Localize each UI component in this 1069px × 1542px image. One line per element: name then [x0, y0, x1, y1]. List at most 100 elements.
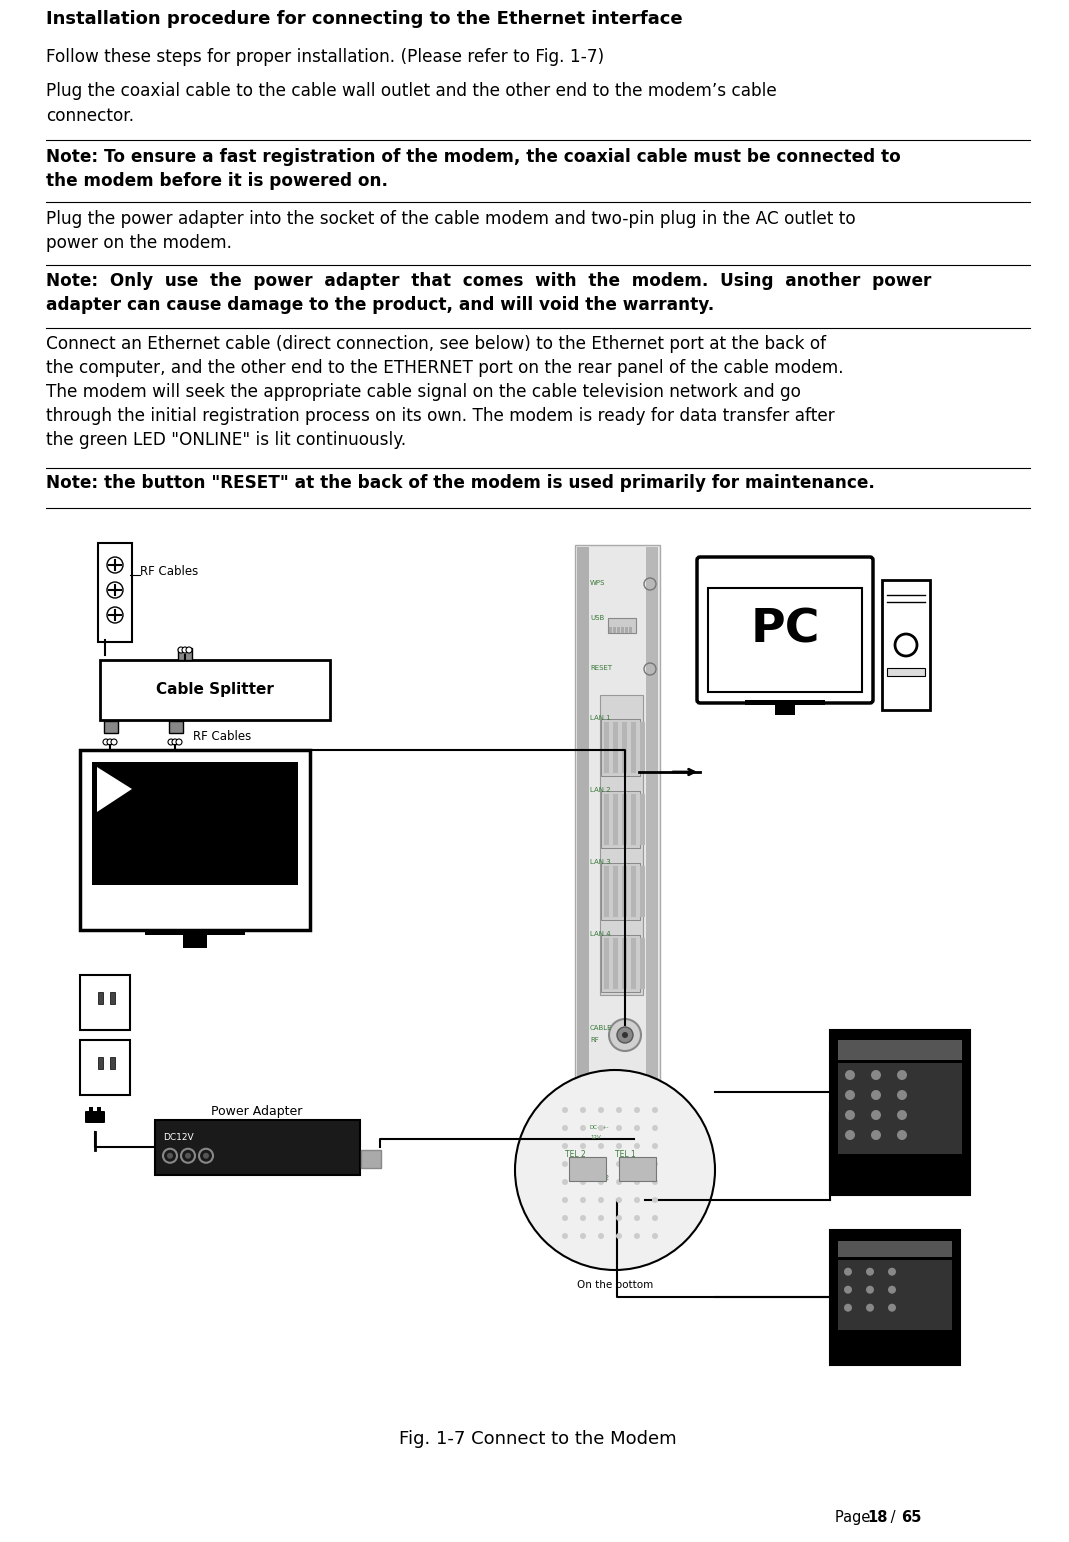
Circle shape: [580, 1180, 586, 1184]
Circle shape: [598, 1197, 604, 1203]
Bar: [613, 628, 616, 634]
Text: through the initial registration process on its own. The modem is ready for data: through the initial registration process…: [46, 407, 835, 426]
Circle shape: [871, 1090, 881, 1099]
Circle shape: [515, 1070, 715, 1271]
Bar: [98, 992, 103, 1004]
Text: Plug the power adapter into the socket of the cable modem and two-pin plug in th: Plug the power adapter into the socket o…: [46, 210, 855, 228]
Circle shape: [652, 1215, 659, 1221]
Text: Page: Page: [835, 1510, 876, 1525]
Text: RF Cables: RF Cables: [193, 729, 251, 743]
Bar: [98, 1058, 103, 1069]
Circle shape: [562, 1234, 568, 1240]
FancyBboxPatch shape: [86, 1110, 105, 1123]
Bar: [617, 628, 620, 634]
FancyBboxPatch shape: [622, 1187, 646, 1210]
Text: Installation procedure for connecting to the Ethernet interface: Installation procedure for connecting to…: [46, 9, 683, 28]
Circle shape: [580, 1234, 586, 1240]
Circle shape: [168, 739, 174, 745]
Bar: [97, 1107, 100, 1115]
Circle shape: [103, 739, 109, 745]
FancyBboxPatch shape: [80, 975, 130, 1030]
Text: WPS: WPS: [590, 580, 605, 586]
Circle shape: [634, 1143, 640, 1149]
FancyBboxPatch shape: [608, 618, 636, 634]
Bar: [631, 938, 636, 988]
Circle shape: [562, 1143, 568, 1149]
Circle shape: [580, 1107, 586, 1113]
Circle shape: [634, 1107, 640, 1113]
Circle shape: [562, 1161, 568, 1167]
Bar: [640, 867, 645, 917]
Bar: [609, 628, 611, 634]
Circle shape: [562, 1107, 568, 1113]
Text: connector.: connector.: [46, 106, 134, 125]
Bar: [640, 794, 645, 845]
FancyBboxPatch shape: [601, 791, 640, 848]
FancyBboxPatch shape: [80, 749, 310, 930]
Text: RESET: RESET: [590, 665, 613, 671]
Bar: [604, 722, 609, 773]
FancyBboxPatch shape: [179, 648, 192, 660]
Circle shape: [616, 1215, 622, 1221]
Circle shape: [845, 1070, 855, 1079]
Bar: [640, 938, 645, 988]
Bar: [708, 588, 862, 692]
Circle shape: [888, 1286, 896, 1294]
Text: 18: 18: [867, 1510, 887, 1525]
Bar: [622, 722, 628, 773]
Bar: [631, 794, 636, 845]
Circle shape: [866, 1303, 874, 1312]
FancyBboxPatch shape: [600, 695, 642, 995]
Text: Plug the coaxial cable to the cable wall outlet and the other end to the modem’s: Plug the coaxial cable to the cable wall…: [46, 82, 777, 100]
Text: TEL 1: TEL 1: [620, 1175, 639, 1181]
FancyBboxPatch shape: [697, 557, 873, 703]
Circle shape: [167, 1153, 173, 1158]
Bar: [838, 1062, 962, 1153]
Text: the computer, and the other end to the ETHERNET port on the rear panel of the ca: the computer, and the other end to the E…: [46, 359, 843, 376]
Circle shape: [598, 1161, 604, 1167]
FancyBboxPatch shape: [98, 543, 131, 641]
Text: DC12V: DC12V: [162, 1133, 193, 1143]
Bar: [92, 762, 298, 885]
Circle shape: [897, 1130, 907, 1140]
Circle shape: [182, 648, 188, 652]
Bar: [631, 722, 636, 773]
Circle shape: [845, 1286, 852, 1294]
Bar: [838, 1241, 952, 1257]
Circle shape: [652, 1161, 659, 1167]
Circle shape: [634, 1161, 640, 1167]
Bar: [613, 867, 618, 917]
Circle shape: [845, 1090, 855, 1099]
Circle shape: [634, 1126, 640, 1130]
Circle shape: [634, 1215, 640, 1221]
Circle shape: [598, 1234, 604, 1240]
Circle shape: [617, 1027, 633, 1042]
Circle shape: [845, 1130, 855, 1140]
Circle shape: [580, 1215, 586, 1221]
Text: power on the modem.: power on the modem.: [46, 234, 232, 251]
Text: LAN 3: LAN 3: [590, 859, 610, 865]
Circle shape: [598, 1180, 604, 1184]
Bar: [613, 722, 618, 773]
Text: On the bottom: On the bottom: [577, 1280, 653, 1291]
Bar: [621, 628, 623, 634]
Circle shape: [616, 1107, 622, 1113]
Text: Note:  Only  use  the  power  adapter  that  comes  with  the  modem.  Using  an: Note: Only use the power adapter that co…: [46, 271, 931, 290]
Bar: [622, 867, 628, 917]
Circle shape: [616, 1234, 622, 1240]
Circle shape: [652, 1107, 659, 1113]
Circle shape: [609, 1019, 641, 1052]
Circle shape: [888, 1268, 896, 1275]
Polygon shape: [97, 766, 131, 813]
Bar: [604, 867, 609, 917]
Bar: [622, 938, 628, 988]
Text: 65: 65: [901, 1510, 921, 1525]
Bar: [89, 1107, 93, 1115]
Circle shape: [634, 1197, 640, 1203]
FancyBboxPatch shape: [882, 580, 930, 709]
Bar: [613, 794, 618, 845]
FancyBboxPatch shape: [575, 544, 660, 1095]
Text: adapter can cause damage to the product, and will void the warranty.: adapter can cause damage to the product,…: [46, 296, 714, 315]
FancyBboxPatch shape: [155, 1119, 360, 1175]
Circle shape: [871, 1110, 881, 1119]
